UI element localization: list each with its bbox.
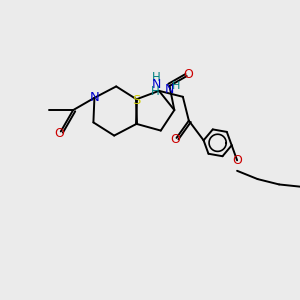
Text: O: O — [170, 133, 180, 146]
Text: H: H — [152, 71, 160, 84]
Text: O: O — [232, 154, 242, 167]
Text: S: S — [132, 94, 141, 107]
Text: O: O — [54, 127, 64, 140]
Text: H: H — [172, 81, 181, 91]
Text: O: O — [183, 68, 193, 81]
Text: N: N — [152, 78, 161, 91]
Text: N: N — [89, 91, 99, 104]
Text: N: N — [165, 83, 174, 96]
Text: H: H — [151, 85, 160, 98]
